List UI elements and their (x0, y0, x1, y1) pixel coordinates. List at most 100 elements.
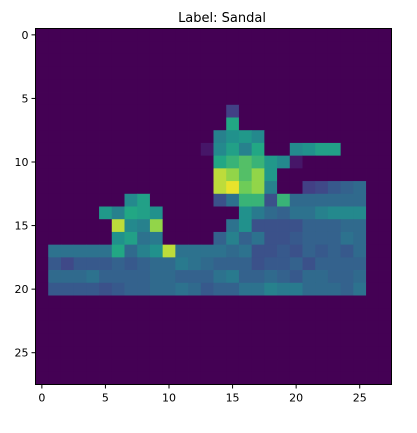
heatmap-cell (340, 130, 354, 144)
heatmap-cell (315, 308, 329, 322)
heatmap-cell (175, 257, 189, 271)
heatmap-cell (327, 104, 342, 118)
heatmap-cell (302, 92, 316, 106)
heatmap-cell (327, 257, 342, 271)
heatmap-cell (366, 219, 380, 233)
heatmap-cell (86, 117, 100, 131)
heatmap-cell (315, 168, 329, 182)
heatmap-cell (137, 66, 151, 80)
heatmap-cell (188, 206, 202, 220)
heatmap-cell (277, 282, 291, 296)
heatmap-cell (340, 346, 354, 360)
heatmap-cell (99, 346, 113, 360)
heatmap-cell (353, 308, 367, 322)
heatmap-cell (213, 295, 227, 309)
chart-title: Label: Sandal (178, 11, 266, 26)
heatmap-cell (162, 359, 176, 373)
heatmap-cell (188, 346, 202, 360)
heatmap-cell (378, 168, 392, 182)
heatmap-cell (48, 117, 62, 131)
heatmap-cell (175, 41, 189, 55)
heatmap-cell (188, 66, 202, 80)
heatmap-cell (213, 168, 227, 182)
heatmap-cell (251, 333, 265, 347)
heatmap-cell (340, 257, 354, 271)
heatmap-cell (226, 168, 240, 182)
heatmap-cell (238, 117, 253, 131)
heatmap-cell (200, 219, 214, 233)
heatmap-cell (48, 359, 62, 373)
heatmap-cell (213, 270, 227, 284)
x-tick-label: 10 (162, 392, 176, 405)
heatmap-cell (111, 79, 125, 93)
heatmap-cell (111, 257, 125, 271)
heatmap-cell (251, 193, 265, 207)
heatmap-cell (35, 92, 49, 106)
heatmap-cell (175, 104, 189, 118)
heatmap-cell (73, 320, 87, 335)
heatmap-cell (86, 130, 100, 144)
heatmap-cell (302, 371, 316, 385)
heatmap-cell (99, 320, 113, 335)
heatmap-cell (200, 244, 214, 258)
heatmap-cell (289, 257, 303, 271)
heatmap-cell (35, 295, 49, 309)
heatmap-cell (124, 320, 138, 335)
heatmap-cell (48, 371, 62, 385)
heatmap-cell (48, 41, 62, 55)
heatmap-cell (175, 295, 189, 309)
heatmap-cell (200, 28, 214, 42)
heatmap-cell (60, 231, 75, 246)
heatmap-cell (35, 155, 49, 169)
heatmap-cell (264, 219, 278, 233)
heatmap-cell (60, 320, 75, 335)
heatmap-cell (175, 92, 189, 106)
heatmap-cell (188, 181, 202, 195)
heatmap-cell (277, 66, 291, 80)
heatmap-cell (86, 168, 100, 182)
heatmap-cell (188, 219, 202, 233)
heatmap-cell (289, 117, 303, 131)
heatmap-cell (340, 66, 354, 80)
heatmap-cell (366, 257, 380, 271)
heatmap-cell (188, 142, 202, 157)
heatmap-cell (289, 193, 303, 207)
heatmap-cell (162, 130, 176, 144)
heatmap-cell (238, 53, 253, 68)
heatmap-cell (124, 117, 138, 131)
heatmap-cell (137, 92, 151, 106)
axes: 0 5 10 15 20 25 0 5 10 15 20 25 (15, 28, 392, 405)
heatmap-cell (188, 130, 202, 144)
heatmap-cell (289, 206, 303, 220)
heatmap-cell (378, 308, 392, 322)
heatmap-cell (162, 346, 176, 360)
heatmap-cell (149, 104, 164, 118)
heatmap-cell (35, 257, 49, 271)
heatmap-cell (366, 41, 380, 55)
heatmap-cell (48, 92, 62, 106)
heatmap-cell (48, 193, 62, 207)
heatmap-cell (277, 320, 291, 335)
heatmap-cell (73, 193, 87, 207)
x-tick-label: 25 (353, 392, 367, 405)
heatmap-cell (353, 333, 367, 347)
heatmap-cell (238, 371, 253, 385)
heatmap-cell (137, 53, 151, 68)
heatmap-cell (73, 130, 87, 144)
heatmap-cell (73, 168, 87, 182)
heatmap-cell (289, 130, 303, 144)
heatmap-cell (340, 53, 354, 68)
heatmap-cell (251, 130, 265, 144)
heatmap-cell (73, 181, 87, 195)
heatmap-cell (226, 270, 240, 284)
heatmap-cell (99, 41, 113, 55)
heatmap-cell (289, 308, 303, 322)
heatmap-cell (226, 295, 240, 309)
heatmap-cell (73, 346, 87, 360)
heatmap-cell (188, 371, 202, 385)
x-tick-label: 15 (226, 392, 240, 405)
heatmap-cell (366, 206, 380, 220)
heatmap-cell (340, 231, 354, 246)
heatmap-cell (60, 371, 75, 385)
